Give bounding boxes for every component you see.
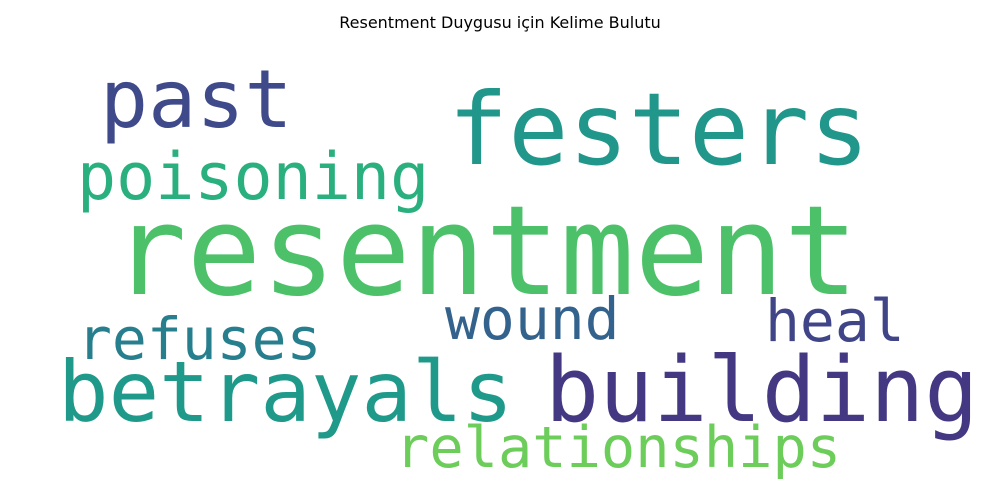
word-building: building [545,338,979,443]
word-relationships: relationships [395,415,842,481]
word-festers: festers [448,71,870,188]
word-heal: heal [765,287,905,355]
word-betrayals: betrayals [58,343,514,441]
cloud-title: Resentment Duygusu için Kelime Bulutu [339,13,661,32]
word-resentment: resentment [112,180,859,324]
word-wound: wound [445,285,620,353]
word-refuses: refuses [77,305,322,373]
word-past: past [100,53,293,146]
word-poisoning: poisoning [77,140,430,215]
